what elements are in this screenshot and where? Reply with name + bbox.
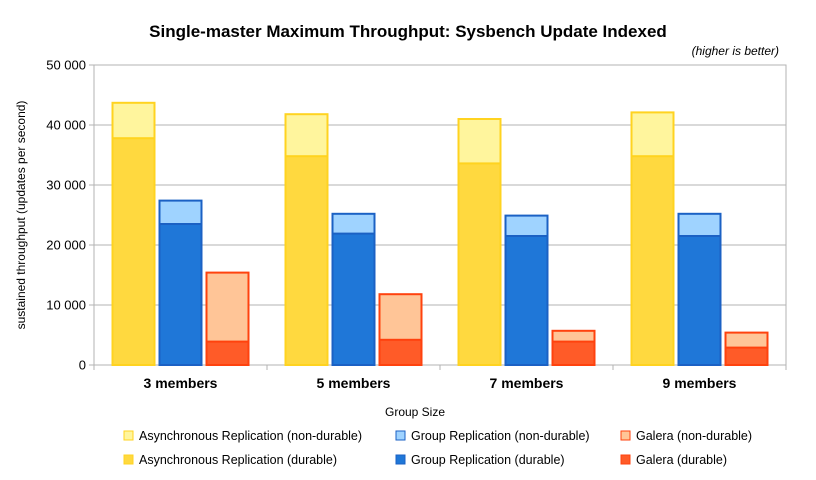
bar-galera-durable: [724, 346, 769, 367]
y-tick-label: 30 000: [46, 178, 86, 193]
plot-area: 0 10 000 20 000 30 000 40 000 50 000 3 members…: [46, 58, 787, 391]
legend-swatch: [123, 454, 134, 465]
legend: Asynchronous Replication (non-durable) Gr…: [123, 429, 752, 467]
x-tick-label: 3 members: [144, 375, 218, 391]
y-tick-label: 0: [79, 358, 86, 373]
bar-gr-durable: [504, 235, 549, 366]
bar-gr-durable: [331, 232, 376, 366]
legend-entry: Group Replication (durable): [411, 453, 565, 467]
legend-entry: Group Replication (non-durable): [411, 429, 590, 443]
legend-entry: Galera (non-durable): [636, 429, 752, 443]
legend-entry: Galera (durable): [636, 453, 727, 467]
bar-gr-durable: [158, 223, 203, 366]
legend-swatch: [395, 430, 406, 441]
bar-galera-durable: [205, 340, 250, 367]
bar-galera-durable: [551, 340, 596, 367]
bar-async-durable: [457, 162, 502, 366]
chart-title: Single-master Maximum Throughput: Sysben…: [149, 22, 667, 41]
x-tick-label: 5 members: [317, 375, 391, 391]
y-tick-label: 10 000: [46, 298, 86, 313]
y-tick-label: 50 000: [46, 58, 86, 73]
y-axis-label: sustained throughput (updates per second…: [14, 101, 28, 330]
chart-annotation: (higher is better): [692, 44, 779, 58]
bar-async-durable: [284, 155, 329, 366]
y-tick-label: 40 000: [46, 118, 86, 133]
y-tick-label: 20 000: [46, 238, 86, 253]
legend-swatch: [620, 430, 631, 441]
x-tick-label: 7 members: [490, 375, 564, 391]
legend-entry: Asynchronous Replication (non-durable): [139, 429, 362, 443]
x-axis-label: Group Size: [385, 405, 445, 419]
bar-async-durable: [630, 155, 675, 366]
bar-gr-durable: [677, 235, 722, 366]
legend-swatch: [123, 430, 134, 441]
bar-galera-durable: [378, 338, 423, 366]
x-tick-label: 9 members: [663, 375, 737, 391]
legend-entry: Asynchronous Replication (durable): [139, 453, 337, 467]
legend-swatch: [620, 454, 631, 465]
bar-async-durable: [111, 137, 156, 366]
legend-swatch: [395, 454, 406, 465]
